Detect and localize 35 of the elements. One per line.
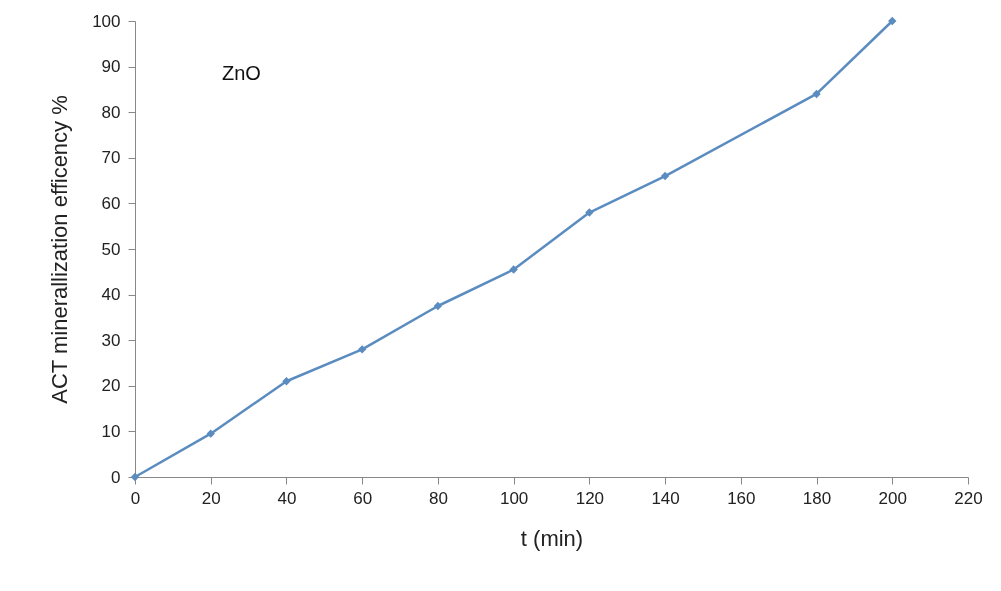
point	[282, 377, 291, 386]
x-tick-label: 180	[802, 488, 832, 508]
point	[509, 265, 518, 274]
x-tick-label: 160	[727, 488, 756, 508]
point	[358, 345, 367, 354]
x-tick-label: 0	[130, 488, 141, 508]
y-tick-label: 90	[101, 57, 121, 77]
point	[206, 429, 215, 438]
point	[585, 208, 594, 217]
y-tick-label: 10	[101, 421, 121, 441]
x-tick-label: 80	[428, 488, 448, 508]
y-tick-label: 0	[111, 467, 121, 487]
y-tick-label: 40	[101, 285, 121, 305]
x-tick-label: 20	[201, 488, 221, 508]
x-tick-label: 220	[954, 488, 983, 508]
annotation: ZnO	[222, 62, 261, 84]
point	[433, 301, 443, 311]
x-tick-label: 140	[651, 488, 680, 508]
y-tick-label: 100	[92, 11, 121, 31]
x-tick-label: 200	[878, 488, 907, 508]
point	[812, 89, 821, 99]
y-tick-label: 30	[101, 330, 121, 350]
x-tick-label: 60	[353, 488, 373, 508]
point	[888, 16, 897, 26]
x-axis-title: t (min)	[520, 525, 584, 551]
y-tick-label: 70	[101, 148, 121, 168]
point	[660, 171, 670, 181]
y-tick-label: 60	[101, 193, 121, 213]
x-tick-label: 40	[277, 488, 297, 508]
y-axis-title: ACT minerallization efficency %	[47, 95, 73, 404]
x-tick-label: 100	[499, 488, 529, 508]
y-tick-label: 50	[101, 239, 121, 259]
y-tick-label: 20	[101, 376, 121, 396]
x-tick-label: 120	[575, 488, 605, 508]
y-tick-label: 80	[101, 102, 121, 122]
